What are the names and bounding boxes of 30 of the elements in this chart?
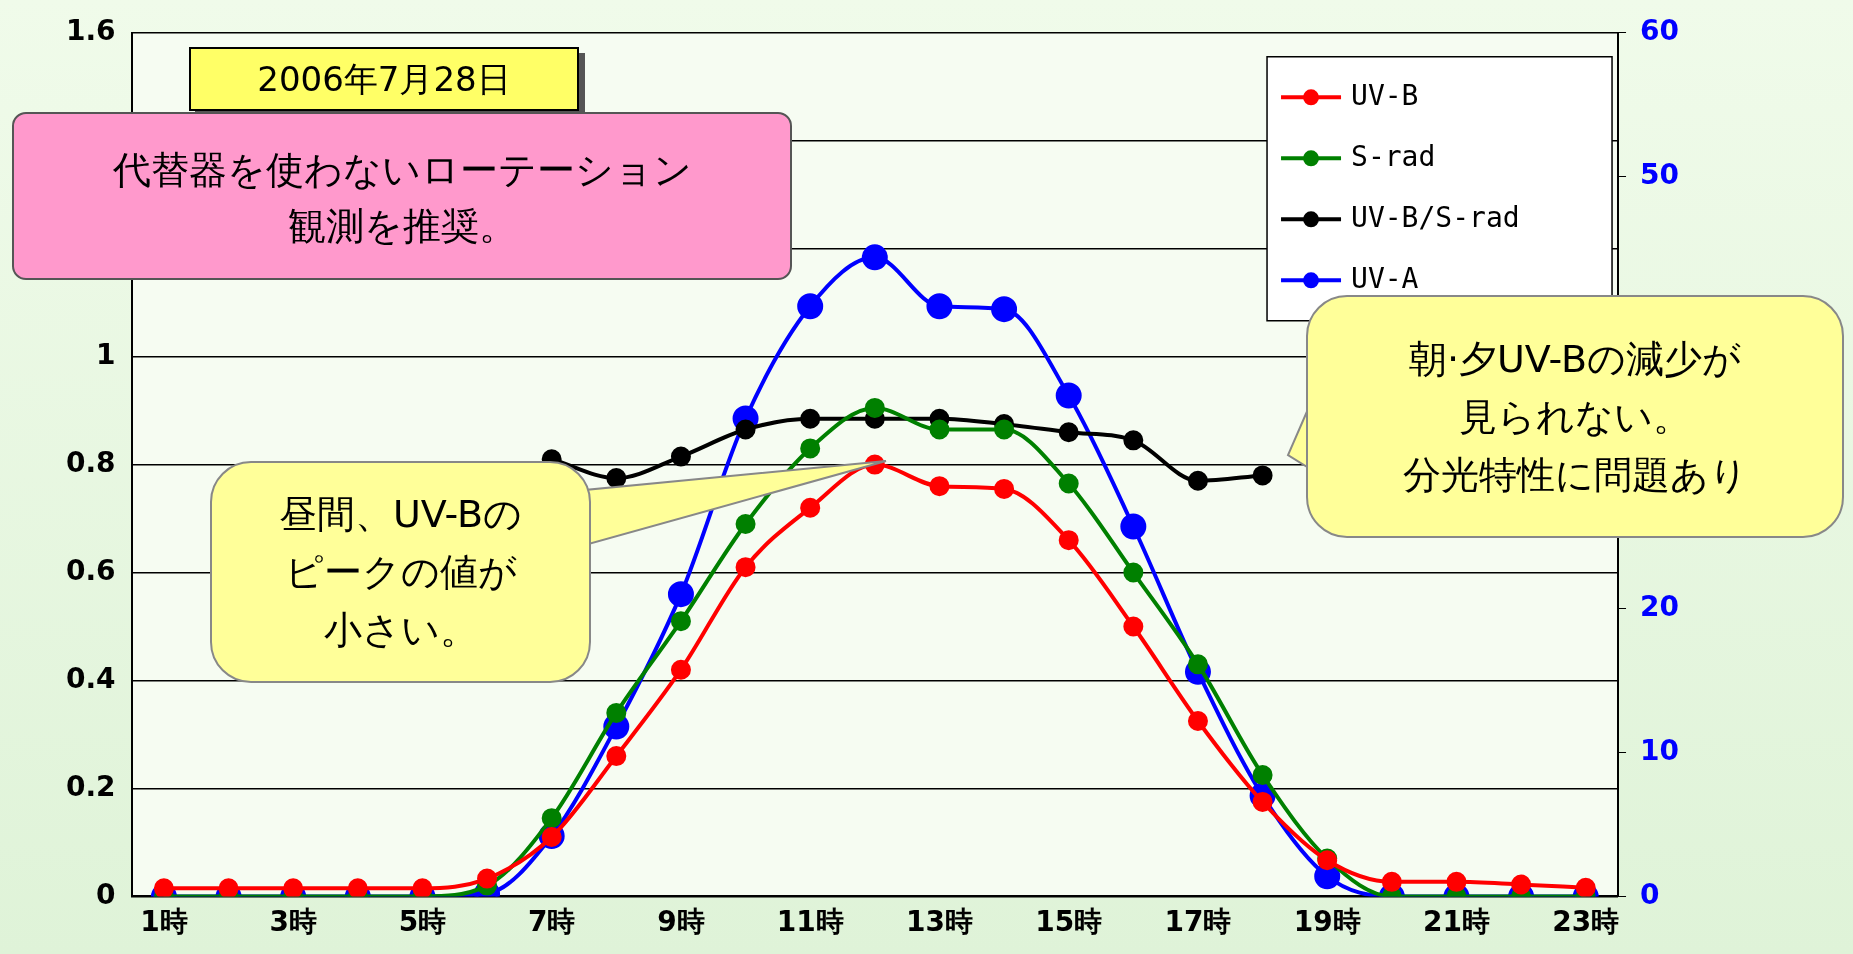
- x-tick-label: 5時: [398, 905, 447, 939]
- y2-tick-label: 20: [1640, 589, 1679, 623]
- x-tick-label: 15時: [1035, 905, 1103, 939]
- y-tick-label: 0: [96, 877, 116, 911]
- scroll-banner: 代替器を使わないローテーション観測を推奨。: [12, 112, 792, 280]
- x-tick-label: 21時: [1422, 905, 1490, 939]
- x-tick-label: 11時: [776, 905, 844, 939]
- y-tick-label: 0.6: [65, 553, 116, 587]
- legend-label: UV-B/S-rad: [1351, 200, 1520, 234]
- legend-label: UV-B: [1351, 78, 1419, 112]
- y2-tick-label: 0: [1640, 877, 1660, 911]
- y-tick-label: 0.8: [65, 445, 116, 479]
- x-tick-label: 7時: [527, 905, 576, 939]
- y-tick-label: 0.2: [65, 769, 116, 803]
- x-tick-label: 17時: [1164, 905, 1232, 939]
- legend-label: UV-A: [1351, 261, 1419, 295]
- y2-tick-label: 60: [1640, 14, 1679, 48]
- annotation: 昼間、UV-Bのピークの値が小さい。: [210, 461, 591, 683]
- x-tick-label: 19時: [1293, 905, 1361, 939]
- x-tick-label: 23時: [1552, 905, 1620, 939]
- y2-tick-label: 10: [1640, 733, 1679, 767]
- legend-label: S-rad: [1351, 139, 1436, 173]
- x-tick-label: 13時: [905, 905, 973, 939]
- y2-tick-label: 50: [1640, 158, 1679, 192]
- y-tick-label: 1: [96, 337, 116, 371]
- x-tick-label: 9時: [657, 905, 705, 939]
- x-tick-label: 3時: [269, 905, 317, 939]
- y-tick-label: 1.6: [65, 14, 116, 48]
- x-tick-label: 1時: [140, 905, 188, 939]
- y-tick-label: 0.4: [65, 661, 116, 695]
